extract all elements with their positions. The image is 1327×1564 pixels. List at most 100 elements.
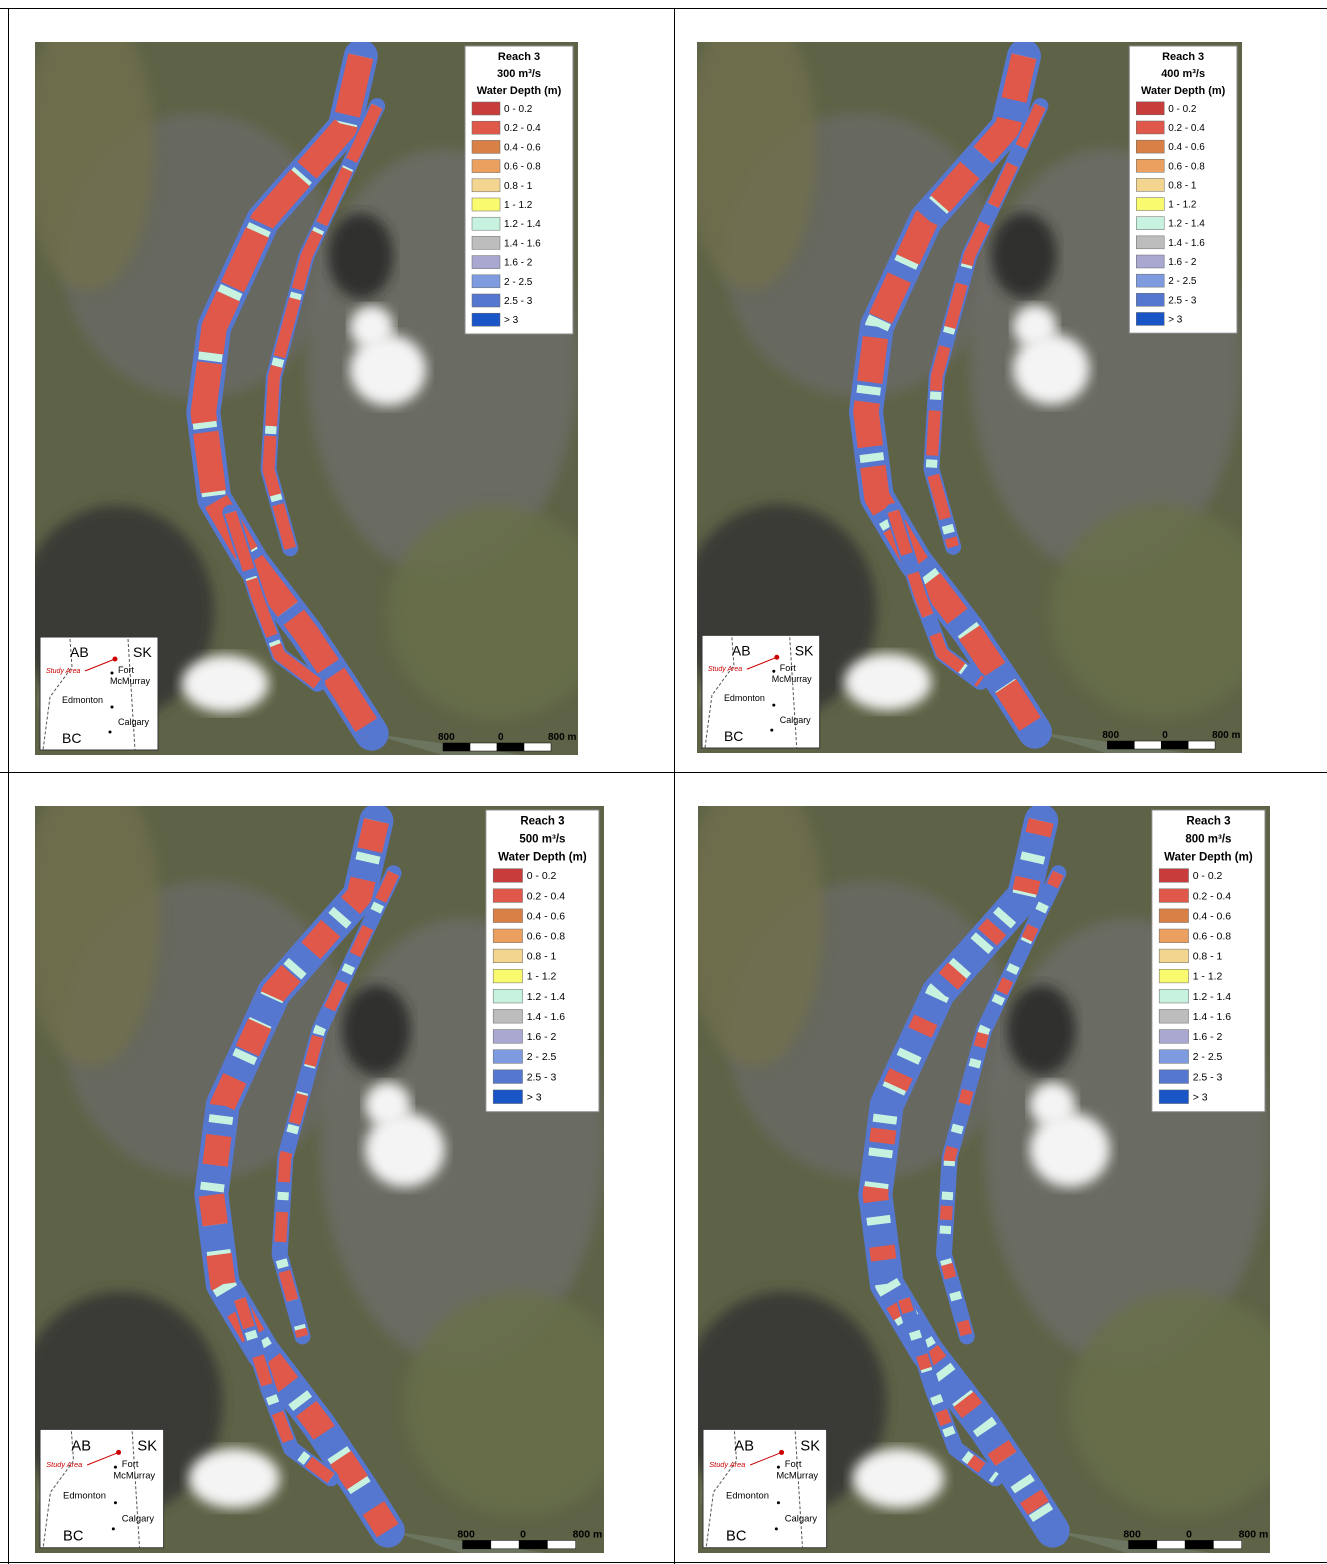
study-area-dot [113, 657, 118, 662]
legend-label: 2 - 2.5 [1168, 276, 1197, 287]
legend-label: 0.2 - 0.4 [1193, 891, 1232, 902]
scale-label: 0 [498, 732, 504, 743]
terrain [342, 985, 410, 1075]
legend-label: 0.8 - 1 [1168, 180, 1197, 191]
legend-swatch [493, 1070, 522, 1084]
inset-label: BC [724, 728, 743, 744]
inset-label: AB [732, 642, 751, 658]
scale-label: 800 [1123, 1529, 1141, 1540]
legend-label: > 3 [504, 315, 519, 326]
legend-swatch [472, 275, 500, 288]
legend-title: Reach 3 [1162, 51, 1204, 63]
legend-label: 0.8 - 1 [504, 181, 533, 192]
city-dot [111, 706, 114, 709]
scale-segment [1161, 741, 1188, 749]
legend-label: 2 - 2.5 [504, 277, 533, 288]
inset-label: Calgary [118, 717, 150, 727]
legend-label: 1.2 - 1.4 [504, 219, 541, 230]
table-border [0, 8, 1327, 9]
inset-label: McMurray [113, 1470, 155, 1481]
legend-label: 1.6 - 2 [1193, 1032, 1223, 1043]
legend-label: > 3 [1193, 1092, 1208, 1103]
legend-swatch [472, 102, 500, 115]
legend-label: 2.5 - 3 [1168, 295, 1197, 306]
legend-swatch [472, 198, 500, 211]
inset-label: AB [71, 1438, 91, 1454]
inset-label: Calgary [780, 715, 811, 725]
legend-label: 1 - 1.2 [1193, 972, 1223, 983]
inset-label: McMurray [772, 674, 812, 684]
legend-swatch [1159, 1090, 1188, 1104]
inset-label: SK [800, 1438, 820, 1454]
legend-swatch [1159, 949, 1188, 963]
cloud [182, 655, 269, 712]
city-dot [114, 1466, 117, 1469]
inset-label: SK [137, 1438, 157, 1454]
legend-label: 1.4 - 1.6 [1193, 1012, 1232, 1023]
scale-segment [1107, 741, 1134, 749]
scale-segment [463, 1540, 491, 1548]
legend-label: 1.2 - 1.4 [527, 992, 566, 1003]
legend-swatch [472, 236, 500, 249]
scale-segment [1185, 1540, 1213, 1548]
legend-swatch [472, 160, 500, 173]
legend-label: 0.2 - 0.4 [527, 891, 566, 902]
scale-segment [547, 1540, 575, 1548]
figure: Reach 3300 m³/sWater Depth (m)0 - 0.20.2… [0, 0, 1327, 1564]
terrain [1007, 985, 1076, 1075]
inset-label: BC [62, 730, 81, 746]
legend-title: Water Depth (m) [477, 85, 562, 97]
legend-label: 1 - 1.2 [1168, 200, 1197, 211]
legend-swatch [472, 140, 500, 153]
scale-label: 800 [457, 1529, 475, 1540]
inset-label: McMurray [110, 676, 150, 686]
cloud [852, 1448, 944, 1508]
legend-title: 500 m³/s [519, 833, 565, 845]
legend-swatch [1136, 178, 1164, 191]
legend-label: 1.4 - 1.6 [527, 1012, 566, 1023]
inset-label: BC [63, 1528, 84, 1544]
legend-swatch [472, 313, 500, 326]
table-border [674, 8, 675, 1564]
legend-swatch [1136, 293, 1164, 306]
inset-label: Fort [780, 663, 796, 673]
cloud [365, 1082, 411, 1127]
legend-swatch [1159, 1070, 1188, 1084]
scale-segment [1188, 741, 1215, 749]
scale-segment [524, 743, 551, 751]
inset-label: Edmonton [63, 1490, 106, 1501]
terrain [991, 213, 1056, 298]
legend-label: 2 - 2.5 [1193, 1052, 1223, 1063]
inset-label: Fort [785, 1458, 802, 1469]
legend-swatch [493, 929, 522, 943]
table-border [0, 1562, 1327, 1563]
legend-swatch [1136, 274, 1164, 287]
inset-label: Edmonton [726, 1490, 769, 1501]
map-panel: Reach 3800 m³/sWater Depth (m)0 - 0.20.2… [698, 806, 1270, 1553]
inset-label: Fort [118, 665, 135, 675]
legend-label: 1.6 - 2 [504, 258, 533, 269]
legend-swatch [1159, 909, 1188, 923]
cloud [844, 653, 931, 710]
scale-segment [1213, 1540, 1241, 1548]
legend-label: 0.8 - 1 [527, 952, 557, 963]
legend-label: 0.2 - 0.4 [504, 123, 541, 134]
scale-segment [491, 1540, 519, 1548]
legend-label: 1.2 - 1.4 [1168, 219, 1205, 230]
legend-swatch [1136, 121, 1164, 134]
inset-label: Fort [122, 1458, 139, 1469]
legend-swatch [1159, 1050, 1188, 1064]
legend-title: 300 m³/s [497, 68, 541, 80]
map-panel: Reach 3400 m³/sWater Depth (m)0 - 0.20.2… [697, 42, 1242, 753]
city-dot [770, 729, 773, 732]
scale-label: 800 m [1239, 1529, 1269, 1540]
map-panel: Reach 3300 m³/sWater Depth (m)0 - 0.20.2… [35, 42, 578, 755]
legend-title: Water Depth (m) [1141, 85, 1226, 97]
scale-segment [443, 743, 470, 751]
legend-swatch [493, 869, 522, 883]
legend-label: 1 - 1.2 [527, 972, 557, 983]
scale-label: 800 m [548, 732, 576, 743]
inset-label: Study Area [709, 1460, 745, 1469]
legend-swatch [1159, 969, 1188, 983]
inset-label: Edmonton [62, 695, 103, 705]
